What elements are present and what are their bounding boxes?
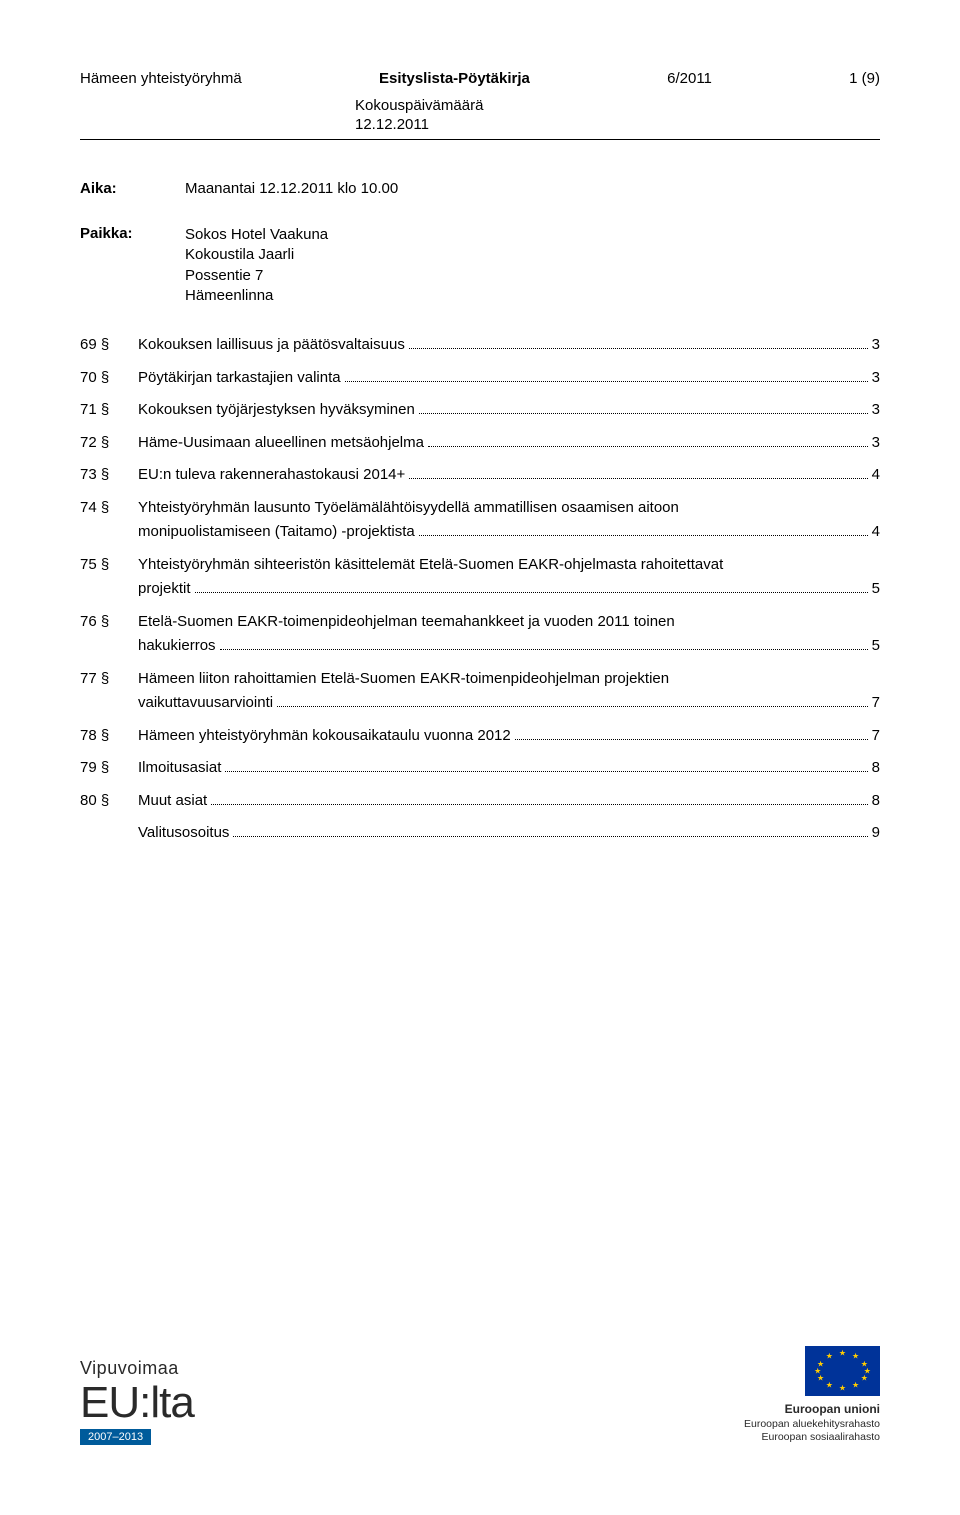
eu-subline: Euroopan sosiaalirahasto — [762, 1431, 881, 1445]
toc-page: 4 — [872, 521, 880, 544]
header-divider — [80, 139, 880, 140]
toc-item: 79 § Ilmoitusasiat 8 — [80, 757, 880, 780]
paikka-line: Hämeenlinna — [185, 286, 328, 306]
paikka-line: Kokoustila Jaarli — [185, 245, 328, 265]
footer-logo-left: Vipuvoimaa EU:lta 2007–2013 — [80, 1358, 194, 1445]
meta-aika-row: Aika: Maanantai 12.12.2011 klo 10.00 — [80, 180, 880, 197]
toc-dots — [419, 413, 868, 414]
toc-page: 3 — [872, 367, 880, 390]
document-page: Hämeen yhteistyöryhmä Esityslista-Pöytäk… — [0, 0, 960, 845]
footer: Vipuvoimaa EU:lta 2007–2013 ★ ★ ★ ★ ★ ★ … — [80, 1346, 880, 1445]
toc-dots — [345, 381, 868, 382]
toc-page: 8 — [872, 757, 880, 780]
toc-num: 70 § — [80, 367, 138, 390]
toc-num: 74 § — [80, 497, 138, 520]
paikka-label: Paikka: — [80, 225, 185, 306]
toc-text: Kokouksen laillisuus ja päätösvaltaisuus — [138, 334, 405, 357]
toc-item: 77 § Hämeen liiton rahoittamien Etelä-Su… — [80, 668, 880, 715]
toc-text: Pöytäkirjan tarkastajien valinta — [138, 367, 341, 390]
toc-num: 69 § — [80, 334, 138, 357]
toc-num: 72 § — [80, 432, 138, 455]
toc-num: 71 § — [80, 399, 138, 422]
toc-dots — [211, 804, 867, 805]
eu-flag-icon: ★ ★ ★ ★ ★ ★ ★ ★ ★ ★ ★ ★ — [805, 1346, 880, 1396]
toc-num: 76 § — [80, 611, 138, 634]
paikka-line: Sokos Hotel Vaakuna — [185, 225, 328, 245]
toc-item: 72 § Häme-Uusimaan alueellinen metsäohje… — [80, 432, 880, 455]
toc-dots — [428, 446, 868, 447]
toc-text-line2: hakukierros — [138, 635, 216, 658]
header-row: Hämeen yhteistyöryhmä Esityslista-Pöytäk… — [80, 70, 880, 87]
toc-dots — [220, 649, 868, 650]
toc-text-line2: monipuolistamiseen (Taitamo) -projektist… — [138, 521, 415, 544]
eulta-text: EU:lta — [80, 1381, 194, 1425]
toc-item: 69 § Kokouksen laillisuus ja päätösvalta… — [80, 334, 880, 357]
toc-text-line1: Hämeen liiton rahoittamien Etelä-Suomen … — [138, 668, 880, 691]
table-of-contents: 69 § Kokouksen laillisuus ja päätösvalta… — [80, 334, 880, 845]
toc-item: 71 § Kokouksen työjärjestyksen hyväksymi… — [80, 399, 880, 422]
toc-dots — [277, 706, 868, 707]
toc-page: 3 — [872, 334, 880, 357]
toc-text-line2: projektit — [138, 578, 191, 601]
toc-item: 75 § Yhteistyöryhmän sihteeristön käsitt… — [80, 554, 880, 601]
toc-text: Valitusosoitus — [138, 822, 229, 845]
vipuvoimaa-text: Vipuvoimaa — [80, 1358, 194, 1379]
toc-num: 75 § — [80, 554, 138, 577]
toc-text: Muut asiat — [138, 790, 207, 813]
toc-item: 74 § Yhteistyöryhmän lausunto Työelämälä… — [80, 497, 880, 544]
toc-num: 80 § — [80, 790, 138, 813]
toc-dots — [195, 592, 868, 593]
toc-page: 7 — [872, 692, 880, 715]
eu-title: Euroopan unioni — [785, 1402, 880, 1416]
header-pagination: 1 (9) — [849, 70, 880, 87]
toc-text-line1: Etelä-Suomen EAKR-toimenpideohjelman tee… — [138, 611, 880, 634]
toc-dots — [419, 535, 868, 536]
toc-page: 3 — [872, 399, 880, 422]
header-doctype: Esityslista-Pöytäkirja — [379, 70, 530, 87]
toc-dots — [409, 348, 868, 349]
toc-item: 76 § Etelä-Suomen EAKR-toimenpideohjelma… — [80, 611, 880, 658]
toc-num: 79 § — [80, 757, 138, 780]
toc-text: EU:n tuleva rakennerahastokausi 2014+ — [138, 464, 405, 487]
toc-text-line1: Yhteistyöryhmän sihteeristön käsittelemä… — [138, 554, 880, 577]
paikka-value: Sokos Hotel Vaakuna Kokoustila Jaarli Po… — [185, 225, 328, 306]
toc-text-line2: vaikuttavuusarviointi — [138, 692, 273, 715]
toc-page: 5 — [872, 635, 880, 658]
toc-page: 3 — [872, 432, 880, 455]
toc-item: Valitusosoitus 9 — [80, 822, 880, 845]
header-subtitle: Kokouspäivämäärä — [355, 97, 880, 114]
toc-page: 8 — [872, 790, 880, 813]
toc-dots — [515, 739, 868, 740]
toc-text: Häme-Uusimaan alueellinen metsäohjelma — [138, 432, 424, 455]
toc-num: 78 § — [80, 725, 138, 748]
toc-page: 9 — [872, 822, 880, 845]
toc-item: 70 § Pöytäkirjan tarkastajien valinta 3 — [80, 367, 880, 390]
paikka-line: Possentie 7 — [185, 266, 328, 286]
footer-eu-block: ★ ★ ★ ★ ★ ★ ★ ★ ★ ★ ★ ★ Euroopan unioni … — [744, 1346, 880, 1445]
toc-text: Kokouksen työjärjestyksen hyväksyminen — [138, 399, 415, 422]
toc-page: 5 — [872, 578, 880, 601]
toc-item: 78 § Hämeen yhteistyöryhmän kokousaikata… — [80, 725, 880, 748]
header-docnum: 6/2011 — [667, 70, 712, 87]
toc-dots — [233, 836, 867, 837]
toc-dots — [225, 771, 867, 772]
aika-label: Aika: — [80, 180, 185, 197]
toc-page: 7 — [872, 725, 880, 748]
header-org: Hämeen yhteistyöryhmä — [80, 70, 242, 87]
header-date: 12.12.2011 — [355, 116, 880, 133]
toc-text: Ilmoitusasiat — [138, 757, 221, 780]
eu-subline: Euroopan aluekehitysrahasto — [744, 1418, 880, 1432]
toc-text: Hämeen yhteistyöryhmän kokousaikataulu v… — [138, 725, 511, 748]
toc-text-line1: Yhteistyöryhmän lausunto Työelämälähtöis… — [138, 497, 880, 520]
toc-dots — [409, 478, 867, 479]
aika-value: Maanantai 12.12.2011 klo 10.00 — [185, 180, 398, 197]
toc-item: 73 § EU:n tuleva rakennerahastokausi 201… — [80, 464, 880, 487]
toc-num: 77 § — [80, 668, 138, 691]
toc-page: 4 — [872, 464, 880, 487]
toc-num: 73 § — [80, 464, 138, 487]
years-badge: 2007–2013 — [80, 1429, 151, 1445]
meta-paikka-row: Paikka: Sokos Hotel Vaakuna Kokoustila J… — [80, 225, 880, 306]
toc-item: 80 § Muut asiat 8 — [80, 790, 880, 813]
